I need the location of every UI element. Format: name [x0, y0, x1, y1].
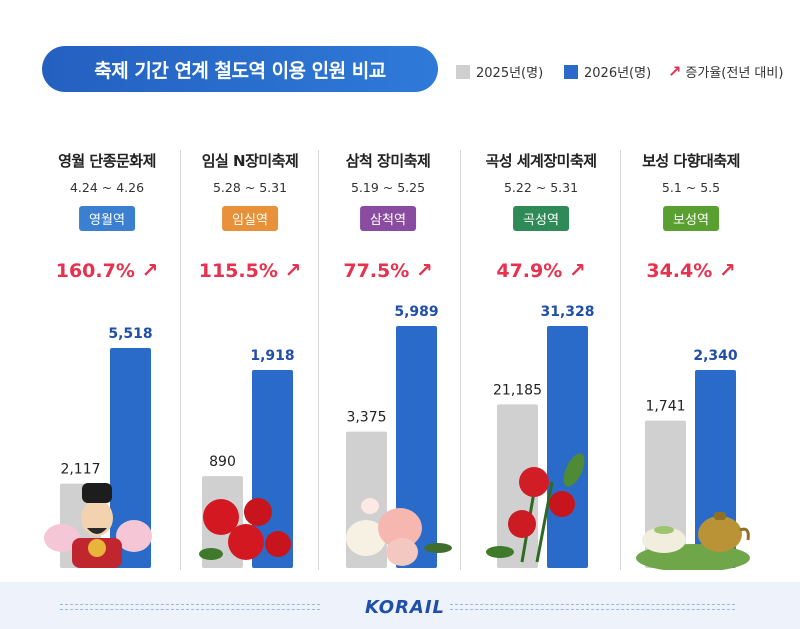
- festival-dates: 4.24 ~ 4.26: [69, 180, 145, 195]
- legend-2026-label: 2026년(명): [584, 66, 652, 81]
- data-label-2025: 21,185: [493, 382, 542, 398]
- growth-arrow-icon: ↗: [415, 258, 433, 282]
- data-label-2025: 1,741: [645, 399, 685, 415]
- legend-growth: ↗ 증가율(전년 대비): [668, 62, 783, 81]
- growth-value: 77.5%: [343, 260, 410, 282]
- festival-name: 영월 단종문화제: [58, 152, 156, 170]
- growth-value: 160.7%: [55, 260, 135, 282]
- growth-arrow-icon: ↗: [284, 258, 302, 282]
- column-divider: [318, 150, 319, 570]
- growth-arrow-icon: ↗: [568, 258, 586, 282]
- legend-2025-label: 2025년(명): [476, 66, 544, 81]
- column-divider: [460, 150, 461, 570]
- king-illustration: [44, 483, 152, 568]
- festival-name: 곡성 세계장미축제: [485, 152, 597, 170]
- growth-value: 47.9%: [496, 260, 563, 282]
- growth-rate: 34.4% ↗: [622, 258, 760, 282]
- legend-2026-swatch: [564, 64, 578, 79]
- bar-2026: [396, 326, 437, 568]
- rose-illustration: [486, 453, 585, 563]
- data-label-2026: 1,918: [250, 348, 294, 364]
- legend-2025-swatch: [456, 64, 470, 79]
- station-badge: 임실역: [222, 206, 278, 231]
- data-label-2025: 2,117: [60, 462, 100, 478]
- festival-dates: 5.1 ~ 5.5: [661, 180, 721, 195]
- data-label-2026: 5,989: [394, 304, 438, 320]
- data-label-2025: 890: [209, 454, 236, 470]
- legend-2025: 2025년(명): [456, 62, 543, 81]
- station-badge: 삼척역: [360, 206, 416, 231]
- station-badge: 영월역: [79, 206, 135, 231]
- rose-illustration: [346, 498, 452, 566]
- legend-2026: 2026년(명): [564, 62, 651, 81]
- festival-dates: 5.19 ~ 5.25: [350, 180, 426, 195]
- rail-decoration: [450, 604, 735, 610]
- data-label-2026: 5,518: [108, 326, 152, 342]
- growth-value: 34.4%: [646, 260, 713, 282]
- festival-column-samcheok: 삼척 장미축제 5.19 ~ 5.25 삼척역 77.5% ↗: [319, 140, 457, 570]
- tea-illustration: [636, 512, 750, 570]
- page-title: 축제 기간 연계 철도역 이용 인원 비교: [42, 46, 438, 92]
- growth-rate: 47.9% ↗: [466, 258, 616, 282]
- festival-column-imsil: 임실 N장미축제 5.28 ~ 5.31 임실역 115.5% ↗: [181, 140, 319, 570]
- column-divider: [180, 150, 181, 570]
- growth-arrow-icon: ↗: [718, 258, 736, 282]
- growth-arrow-icon: ↗: [668, 62, 682, 81]
- column-divider: [620, 150, 621, 570]
- festival-column-yeongwol: 영월 단종문화제 4.24 ~ 4.26 영월역 160.7% ↗: [38, 140, 176, 570]
- festival-column-gokseong: 곡성 세계장미축제 5.22 ~ 5.31 곡성역 47.9% ↗: [466, 140, 616, 570]
- korail-logo: KORAIL: [364, 597, 446, 618]
- festival-dates: 5.22 ~ 5.31: [503, 180, 579, 195]
- growth-rate: 115.5% ↗: [181, 258, 319, 282]
- bar-2026: [110, 348, 151, 568]
- festival-column-boseong: 보성 다향대축제 5.1 ~ 5.5 보성역 34.4% ↗: [622, 140, 760, 570]
- station-badge: 보성역: [663, 206, 719, 231]
- growth-rate: 77.5% ↗: [319, 258, 457, 282]
- legend-growth-label: 증가율(전년 대비): [685, 66, 784, 81]
- festival-name: 보성 다향대축제: [642, 152, 740, 170]
- station-badge: 곡성역: [513, 206, 569, 231]
- growth-rate: 160.7% ↗: [38, 258, 176, 282]
- rail-decoration: [60, 604, 320, 610]
- festival-dates: 5.28 ~ 5.31: [212, 180, 288, 195]
- festival-name: 임실 N장미축제: [201, 152, 299, 170]
- data-label-2025: 3,375: [346, 410, 386, 426]
- data-label-2026: 2,340: [693, 348, 738, 364]
- festival-name: 삼척 장미축제: [345, 152, 431, 170]
- growth-value: 115.5%: [198, 260, 278, 282]
- rose-illustration: [199, 498, 291, 560]
- growth-arrow-icon: ↗: [141, 258, 159, 282]
- data-label-2026: 31,328: [540, 304, 594, 320]
- footer-band: [0, 582, 800, 629]
